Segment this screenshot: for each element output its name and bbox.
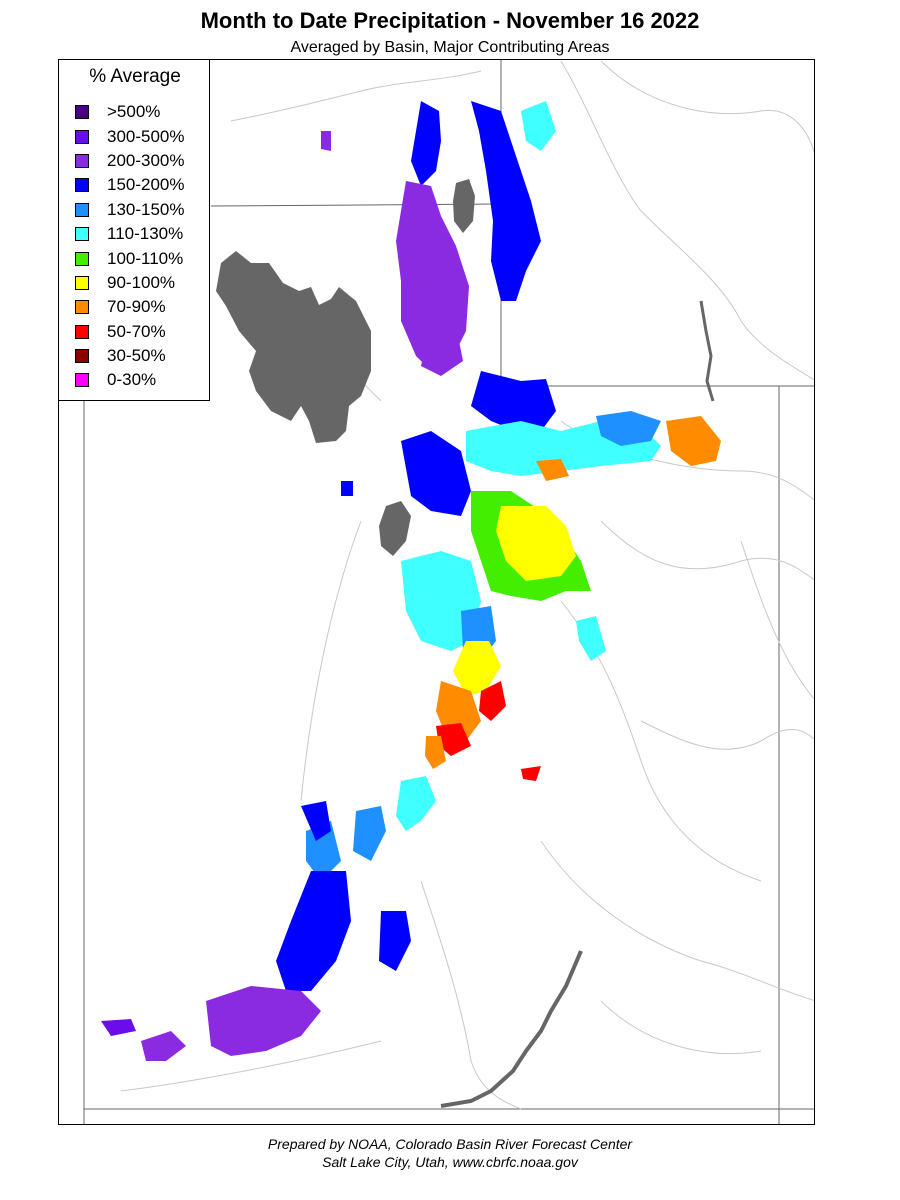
basin-beaver xyxy=(396,776,436,831)
basin-ogden xyxy=(471,371,556,431)
basin-bear-upper xyxy=(411,101,441,186)
basin-virgin xyxy=(206,986,321,1056)
basin-otter-creek xyxy=(425,736,446,769)
basin-sevier-east xyxy=(479,681,506,721)
legend-label: 300-500% xyxy=(107,126,185,146)
legend-item: 300-500% xyxy=(75,124,185,148)
precipitation-map xyxy=(58,59,815,1125)
legend-item: 130-150% xyxy=(75,198,185,222)
legend-item: 90-100% xyxy=(75,271,185,295)
footer-credit: Prepared by NOAA, Colorado Basin River F… xyxy=(267,1136,633,1152)
legend-item: 200-300% xyxy=(75,149,185,173)
legend-label: 100-110% xyxy=(107,248,184,268)
basin-price xyxy=(576,616,606,661)
legend-swatch xyxy=(75,227,89,242)
water-bodies xyxy=(216,179,715,1108)
basin-smiths-fork xyxy=(521,101,556,151)
basin-san-pitch xyxy=(453,641,501,696)
map-canvas xyxy=(83,60,814,1124)
legend-label: 200-300% xyxy=(107,150,185,170)
legend-swatch xyxy=(75,251,89,266)
basin-dirty-devil xyxy=(521,766,541,781)
legend-item: 0-30% xyxy=(75,368,185,392)
basin-ashley xyxy=(341,481,353,496)
basin-beaver-dam xyxy=(101,1019,136,1036)
legend-swatch xyxy=(75,324,89,339)
basin-bear-east xyxy=(471,101,541,301)
legend: % Average >500% 300-500% 200-300% 150-200% 1… xyxy=(58,59,210,401)
basin-fremont xyxy=(436,723,471,756)
basin-weber-upper xyxy=(421,321,463,376)
legend-title: % Average xyxy=(89,66,181,87)
legend-swatch xyxy=(75,275,89,290)
legend-item: >500% xyxy=(75,100,185,124)
great-salt-lake xyxy=(216,251,371,443)
flaming-gorge xyxy=(699,300,715,402)
utah-lake xyxy=(379,501,411,556)
basin-spanish-fork xyxy=(401,551,481,651)
legend-label: 110-130% xyxy=(107,224,184,244)
basin-yampa xyxy=(666,416,721,466)
legend-item: 30-50% xyxy=(75,344,185,368)
bear-lake xyxy=(453,179,475,233)
legend-swatch xyxy=(75,373,89,388)
legend-item: 110-130% xyxy=(75,222,185,246)
legend-swatch xyxy=(75,105,89,120)
legend-swatch xyxy=(75,349,89,364)
basin-santa-clara xyxy=(141,1031,186,1061)
legend-label: 90-100% xyxy=(107,272,176,292)
basin-strawberry xyxy=(496,506,576,581)
map-subtitle: Averaged by Basin, Major Contributing Ar… xyxy=(290,39,610,56)
legend-label: 70-90% xyxy=(107,297,166,317)
legend-item: 50-70% xyxy=(75,320,185,344)
legend-swatch xyxy=(75,153,89,168)
legend-label: 0-30% xyxy=(107,370,157,390)
basin-outlines xyxy=(120,60,814,1110)
map-title: Month to Date Precipitation - November 1… xyxy=(200,8,700,33)
lake-powell xyxy=(440,950,583,1108)
boundary-lines xyxy=(83,60,814,1124)
legend-label: 30-50% xyxy=(107,346,166,366)
idaho-border xyxy=(210,203,502,207)
basin-sevier-south xyxy=(379,911,411,971)
legend-list: >500% 300-500% 200-300% 150-200% 130-150% 110… xyxy=(75,100,185,393)
legend-swatch xyxy=(75,178,89,193)
legend-label: >500% xyxy=(107,102,161,122)
legend-label: 50-70% xyxy=(107,321,166,341)
footer-location: Salt Lake City, Utah, www.cbrfc.noaa.gov xyxy=(322,1154,578,1170)
basin-cedar-north xyxy=(301,801,331,841)
basin-uinta-north xyxy=(596,411,661,446)
legend-item: 150-200% xyxy=(75,173,185,197)
basin-blacksmith xyxy=(321,131,331,151)
precipitation-basins xyxy=(101,101,721,1061)
basin-virgin-north xyxy=(276,871,351,991)
basin-cache xyxy=(396,181,469,371)
legend-swatch xyxy=(75,129,89,144)
legend-item: 70-90% xyxy=(75,295,185,319)
legend-swatch xyxy=(75,202,89,217)
basin-duchesne xyxy=(536,459,569,481)
legend-label: 130-150% xyxy=(107,199,185,219)
legend-item: 100-110% xyxy=(75,246,185,270)
legend-swatch xyxy=(75,300,89,315)
basin-coal-creek xyxy=(353,806,386,861)
basin-wasatch-front xyxy=(401,431,471,516)
legend-label: 150-200% xyxy=(107,175,185,195)
